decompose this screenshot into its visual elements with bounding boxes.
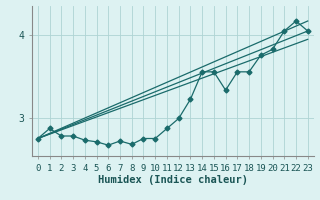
- X-axis label: Humidex (Indice chaleur): Humidex (Indice chaleur): [98, 175, 248, 185]
